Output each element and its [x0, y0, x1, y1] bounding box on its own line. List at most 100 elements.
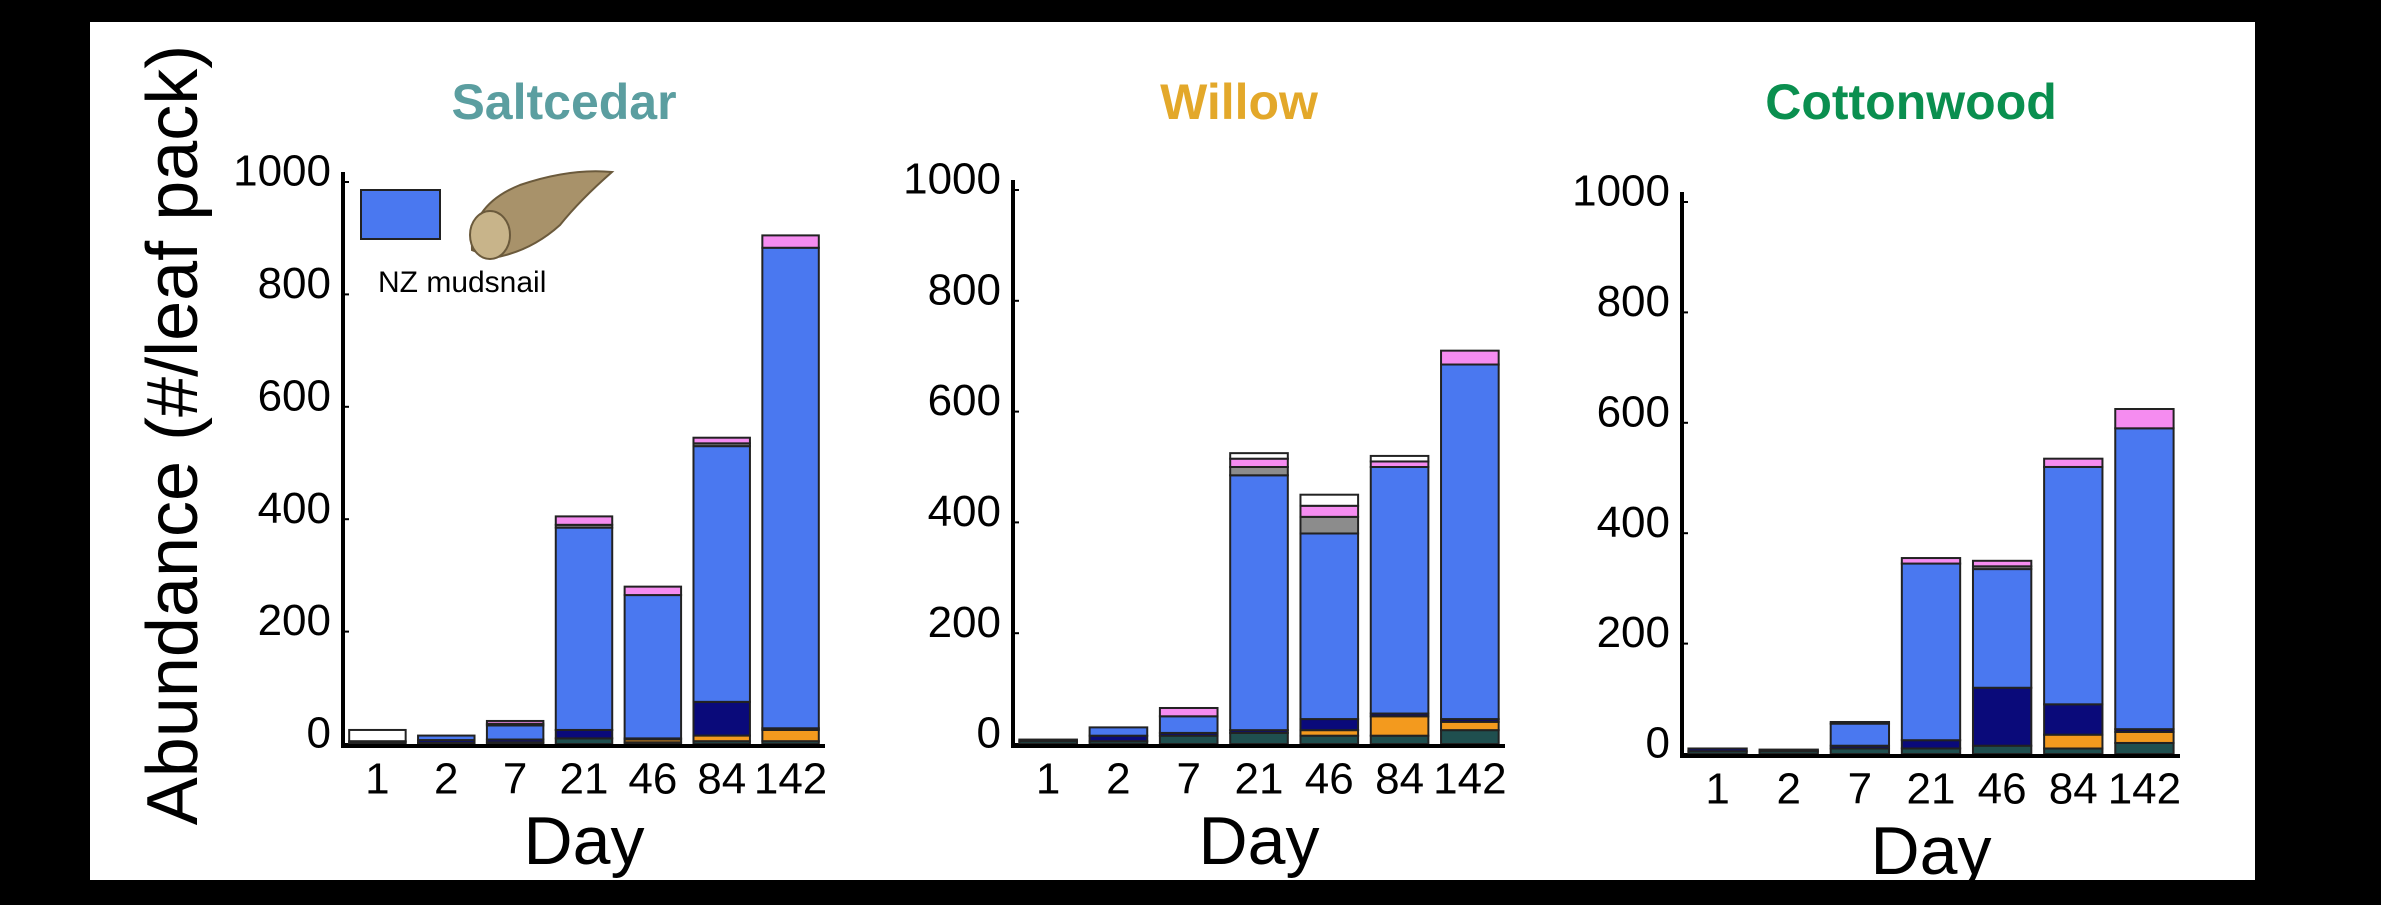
- bar-segment: [1300, 719, 1358, 730]
- x-tick-label: 142: [1433, 755, 1506, 804]
- bar-segment: [1230, 475, 1288, 730]
- x-axis-label: Day: [1871, 813, 1992, 889]
- bar-segment: [1300, 533, 1358, 719]
- bar-segment: [1300, 506, 1358, 517]
- y-tick-label: 800: [258, 259, 331, 308]
- x-tick-label: 84: [2049, 765, 2098, 814]
- bar-segment: [1831, 724, 1889, 746]
- bar-segment: [762, 235, 818, 247]
- bar-segment: [1230, 453, 1288, 459]
- bar-segment: [487, 721, 543, 724]
- bar-segment: [1973, 688, 2031, 746]
- y-tick-label: 0: [977, 709, 1001, 758]
- bar-segment: [762, 248, 818, 729]
- x-tick-label: 21: [1907, 765, 1956, 814]
- x-tick-label: 142: [2108, 765, 2181, 814]
- x-axis-label: Day: [1199, 803, 1320, 879]
- y-tick-label: 1000: [903, 155, 1001, 204]
- page: Abundance (#/leaf pack) Saltcedar0200400…: [0, 0, 2381, 905]
- legend-label: NZ mudsnail: [378, 266, 546, 299]
- y-tick-label: 1000: [1572, 167, 1670, 216]
- y-tick-label: 200: [1597, 608, 1670, 657]
- bar-segment: [625, 587, 681, 595]
- bar-segment: [1902, 558, 1960, 564]
- y-tick-label: 0: [307, 709, 331, 758]
- x-tick-label: 84: [1375, 755, 1424, 804]
- bar-segment: [693, 446, 749, 702]
- y-tick-label: 600: [258, 371, 331, 420]
- figure: Abundance (#/leaf pack) Saltcedar0200400…: [0, 0, 2381, 905]
- x-tick-label: 142: [754, 755, 827, 804]
- x-tick-label: 46: [1978, 765, 2027, 814]
- bar-segment: [625, 595, 681, 738]
- x-tick-label: 46: [628, 755, 677, 804]
- bar-segment: [1441, 351, 1499, 365]
- bar-segment: [349, 730, 405, 741]
- bar-segment: [1973, 746, 2031, 754]
- bar-segment: [693, 438, 749, 444]
- bar-segment: [1902, 740, 1960, 748]
- bar-segment: [1300, 517, 1358, 534]
- bar-segment: [1300, 736, 1358, 744]
- bar-segment: [487, 725, 543, 739]
- x-tick-label: 7: [503, 755, 527, 804]
- y-tick-label: 600: [928, 376, 1001, 425]
- x-tick-label: 1: [365, 755, 389, 804]
- x-tick-label: 84: [697, 755, 746, 804]
- bar-segment: [1371, 736, 1429, 744]
- bar-segment: [556, 730, 612, 738]
- y-tick-label: 600: [1597, 387, 1670, 436]
- bar-segment: [1090, 727, 1148, 735]
- bar-segment: [1441, 365, 1499, 720]
- bar-segment: [1371, 467, 1429, 714]
- bar-segment: [1371, 716, 1429, 735]
- x-tick-label: 2: [434, 755, 458, 804]
- bar-segment: [556, 516, 612, 524]
- bar-segment: [1160, 716, 1218, 733]
- x-tick-label: 21: [1235, 755, 1284, 804]
- bar-segment: [2044, 459, 2102, 467]
- legend-swatch: [361, 190, 440, 239]
- bar-segment: [1371, 456, 1429, 462]
- y-tick-label: 800: [1597, 277, 1670, 326]
- bar-segment: [1300, 495, 1358, 506]
- y-tick-label: 400: [1597, 498, 1670, 547]
- bar-segment: [1019, 740, 1077, 742]
- y-tick-label: 800: [928, 265, 1001, 314]
- x-tick-label: 7: [1848, 765, 1872, 814]
- chart-title: Cottonwood: [1765, 74, 2057, 130]
- bar-segment: [2115, 428, 2173, 729]
- chart-title: Saltcedar: [451, 74, 676, 130]
- bar-segment: [2044, 467, 2102, 704]
- bar-segment: [762, 730, 818, 741]
- x-tick-label: 46: [1305, 755, 1354, 804]
- x-tick-label: 1: [1705, 765, 1729, 814]
- bar-segment: [2044, 704, 2102, 734]
- bar-segment: [418, 736, 474, 740]
- y-tick-label: 200: [258, 596, 331, 645]
- y-tick-label: 1000: [233, 147, 331, 196]
- y-tick-label: 400: [928, 487, 1001, 536]
- bar-segment: [1973, 569, 2031, 688]
- x-tick-label: 7: [1176, 755, 1200, 804]
- bar-segment: [1688, 748, 1746, 751]
- y-tick-label: 0: [1646, 719, 1670, 768]
- bar-segment: [1441, 730, 1499, 744]
- bar-segment: [693, 702, 749, 736]
- bar-segment: [1760, 750, 1818, 752]
- bar-segment: [1973, 561, 2031, 567]
- x-tick-label: 1: [1036, 755, 1060, 804]
- y-tick-label: 200: [928, 598, 1001, 647]
- x-tick-label: 2: [1776, 765, 1800, 814]
- bar-segment: [1230, 459, 1288, 467]
- bar-segment: [2115, 732, 2173, 743]
- bar-segment: [2044, 735, 2102, 749]
- chart-title: Willow: [1160, 74, 1318, 130]
- bar-segment: [2115, 743, 2173, 754]
- bar-segment: [1902, 564, 1960, 741]
- bar-segment: [1230, 733, 1288, 744]
- bar-segment: [1230, 467, 1288, 475]
- x-tick-label: 2: [1106, 755, 1130, 804]
- bar-segment: [2115, 409, 2173, 428]
- bar-segment: [1441, 722, 1499, 730]
